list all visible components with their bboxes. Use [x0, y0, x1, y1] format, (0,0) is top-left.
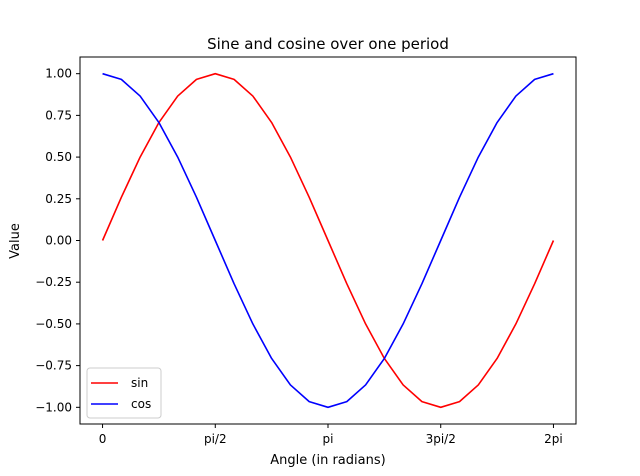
- plot-frame: [79, 56, 577, 425]
- cos-point-14: [364, 383, 368, 387]
- cos-point-4: [176, 155, 180, 159]
- sin-point-20: [477, 383, 481, 387]
- y-tick-label-3: 0.25: [45, 192, 72, 206]
- legend-label-sin: sin: [131, 376, 148, 390]
- x-tick-label-0: 0: [99, 432, 107, 446]
- sin-point-0: [101, 239, 105, 243]
- y-tick-label-6: −0.50: [35, 317, 72, 331]
- sin-point-8: [251, 94, 255, 98]
- sin-point-18: [439, 406, 443, 410]
- sin-point-1: [120, 196, 124, 200]
- sin-point-2: [138, 155, 142, 159]
- y-tick-label-7: −0.75: [35, 359, 72, 373]
- sin-point-22: [514, 322, 518, 326]
- x-axis-label: Angle (in radians): [270, 453, 385, 468]
- cos-point-8: [251, 322, 255, 326]
- x-tick-label-1: pi/2: [204, 432, 227, 446]
- cos-point-12: [326, 406, 330, 410]
- x-tick-label-2: pi: [323, 432, 334, 446]
- sin-point-10: [289, 155, 293, 159]
- sin-point-7: [232, 78, 236, 82]
- cos-point-10: [289, 383, 293, 387]
- y-tick-label-8: −1.00: [35, 400, 72, 414]
- legend: sin cos: [86, 367, 162, 419]
- sin-point-13: [345, 282, 349, 286]
- sin-point-5: [195, 78, 199, 82]
- cos-point-1: [120, 78, 124, 82]
- sin-series-line: [101, 72, 555, 409]
- sin-point-19: [458, 400, 462, 404]
- cos-point-18: [439, 239, 443, 243]
- sin-point-4: [176, 94, 180, 98]
- legend-label-cos: cos: [131, 397, 151, 411]
- cos-point-21: [495, 121, 499, 125]
- sin-point-24: [552, 239, 556, 243]
- cos-point-9: [270, 357, 274, 361]
- x-tick-label-3: 3pi/2: [426, 432, 456, 446]
- cos-point-15: [383, 357, 387, 361]
- y-tick-label-5: −0.25: [35, 275, 72, 289]
- cos-point-16: [401, 322, 405, 326]
- cos-point-7: [232, 282, 236, 286]
- cos-point-22: [514, 94, 518, 98]
- sin-point-12: [326, 239, 330, 243]
- cos-point-6: [213, 239, 217, 243]
- sin-point-16: [401, 383, 405, 387]
- cos-point-11: [307, 400, 311, 404]
- cos-series-line: [102, 72, 554, 409]
- cos-point-24: [552, 72, 556, 76]
- y-tick-label-4: 0.00: [45, 234, 72, 248]
- y-tick-label-0: 1.00: [45, 67, 72, 81]
- cos-point-2: [138, 94, 142, 98]
- sin-point-6: [213, 72, 217, 76]
- sin-point-17: [420, 400, 424, 404]
- cos-point-5: [195, 196, 199, 200]
- y-tick-label-2: 0.50: [45, 150, 72, 164]
- cos-point-17: [420, 282, 424, 286]
- legend-box: [86, 367, 162, 419]
- cos-point-20: [477, 155, 481, 159]
- x-tick-label-4: 2pi: [544, 432, 563, 446]
- sin-point-11: [307, 196, 311, 200]
- y-axis-label: Value: [8, 223, 23, 259]
- sin-point-14: [364, 322, 368, 326]
- sin-point-9: [270, 121, 274, 125]
- cos-point-0: [101, 72, 105, 76]
- cos-point-23: [533, 78, 537, 82]
- cos-point-19: [458, 196, 462, 200]
- chart-title: Sine and cosine over one period: [207, 35, 449, 53]
- y-tick-label-1: 0.75: [45, 108, 72, 122]
- plot-layer: 0 pi/2 pi 3pi/2 2pi 1.00 0.75 0.50 0.25 0.00 −0.25…: [35, 56, 577, 446]
- sin-point-23: [533, 282, 537, 286]
- sin-point-21: [495, 357, 499, 361]
- cos-point-13: [345, 400, 349, 404]
- cos-point-3: [157, 121, 161, 125]
